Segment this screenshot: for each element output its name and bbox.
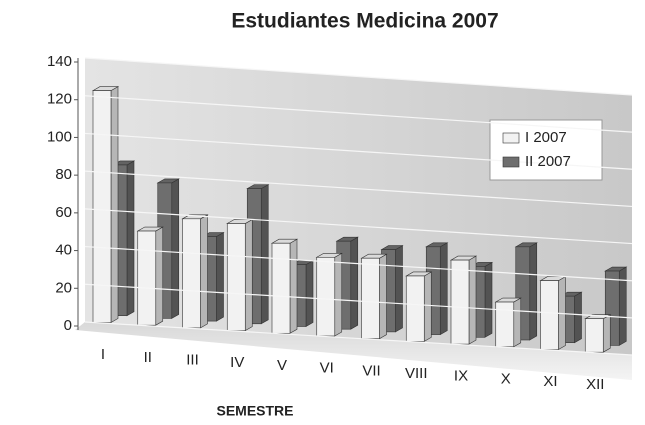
bar-side [468,255,477,345]
y-tick-label: 80 [55,166,72,183]
bar-side [439,242,448,336]
bar-side [574,291,582,344]
grid-line [84,245,633,282]
x-tick-label: X [501,370,511,387]
bar-side [334,252,343,337]
bar-side [171,178,180,319]
bar-side [244,219,253,332]
bar [137,230,157,326]
x-tick-label: XI [543,373,557,390]
bar [450,259,470,345]
y-tick-label: 140 [47,53,72,70]
bar [271,242,291,334]
grid-line [84,95,633,133]
x-tick-label: VIII [405,365,428,382]
bar-side [379,253,387,340]
bar-side [602,314,611,353]
grid-line [84,283,633,319]
x-tick-label: III [186,351,199,368]
grid-line [84,132,633,170]
bar [584,318,604,353]
y-tick-label: 100 [47,128,72,145]
bar [182,218,201,329]
grid-line [84,57,633,96]
grid-line [84,208,633,245]
legend [489,119,603,181]
bar-side [200,214,208,329]
bar-side [423,271,432,342]
x-tick-label: I [101,346,105,363]
grid-line [84,321,633,356]
grid-line [84,170,633,208]
y-tick-label: 60 [55,204,72,221]
legend-swatch [502,132,520,144]
bars [91,86,628,353]
bar-side [126,160,135,317]
chart-title: Estudiantes Medicina 2007 [231,10,498,33]
bar-side [305,260,314,328]
bar-side [289,238,298,334]
bar-side [618,266,627,346]
legend-swatch [502,156,520,168]
bar [92,90,112,323]
floor [75,322,632,380]
x-tick-label: V [277,357,287,374]
x-tick-label: XII [586,376,604,393]
bar-side [484,261,493,338]
y-tick-label: 20 [55,279,72,296]
bar [405,275,425,342]
bar-side [155,226,164,326]
legend-label: II 2007 [525,153,571,170]
bar-side [513,297,522,348]
bar-side [110,86,119,323]
y-tick-label: 0 [64,317,72,334]
y-tick-label: 120 [47,91,72,108]
x-tick-label: II [144,349,152,366]
legend-label: I 2007 [525,129,567,146]
bar-side [529,242,538,341]
bar [540,280,559,350]
x-tick-label: VI [320,360,334,377]
bar-side [350,236,359,330]
x-tick-label: IX [454,368,468,385]
x-tick-label: VII [362,362,380,379]
x-tick-label: IV [230,354,244,371]
x-axis-title: SEMESTRE [216,403,293,419]
bar-side [395,245,403,333]
bar [226,223,246,331]
y-tick-label: 40 [55,242,72,259]
bar [361,257,380,339]
bar-side [216,231,224,322]
bar-side [260,184,269,325]
bar [495,301,515,348]
bar [316,256,336,337]
